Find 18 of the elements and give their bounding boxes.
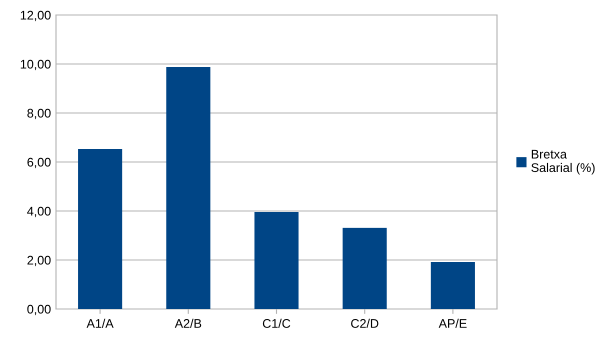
bar xyxy=(166,66,210,309)
bar xyxy=(78,149,122,309)
y-tick-label: 6,00 xyxy=(27,158,51,168)
legend-label: Bretxa Salarial (%) xyxy=(531,150,595,175)
x-tick-label: A2/B xyxy=(174,318,202,328)
x-tick-label: C1/C xyxy=(262,318,290,328)
x-tick-label: C2/D xyxy=(351,318,378,328)
bar xyxy=(342,228,387,309)
bar xyxy=(430,262,475,309)
y-tick-label: 10,00 xyxy=(20,60,51,70)
y-tick-label: 2,00 xyxy=(27,256,51,266)
y-tick-label: 4,00 xyxy=(27,206,51,218)
y-tick-label: 8,00 xyxy=(27,108,51,120)
bar xyxy=(254,212,299,309)
x-tick-label: A1/A xyxy=(86,318,114,328)
y-tick-label: 12,00 xyxy=(20,10,51,22)
x-tick-label: AP/E xyxy=(438,318,467,328)
y-tick-label: 0,00 xyxy=(27,304,51,316)
